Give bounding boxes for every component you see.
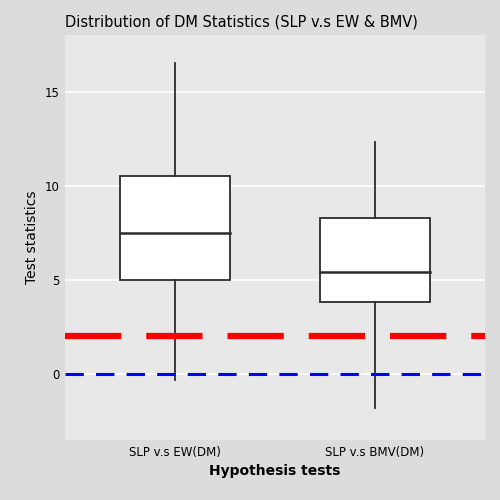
Y-axis label: Test statistics: Test statistics: [25, 190, 39, 284]
Bar: [120, 176, 230, 280]
Bar: [320, 218, 430, 302]
X-axis label: Hypothesis tests: Hypothesis tests: [210, 464, 340, 478]
Text: Distribution of DM Statistics (SLP v.s EW & BMV): Distribution of DM Statistics (SLP v.s E…: [65, 14, 418, 30]
